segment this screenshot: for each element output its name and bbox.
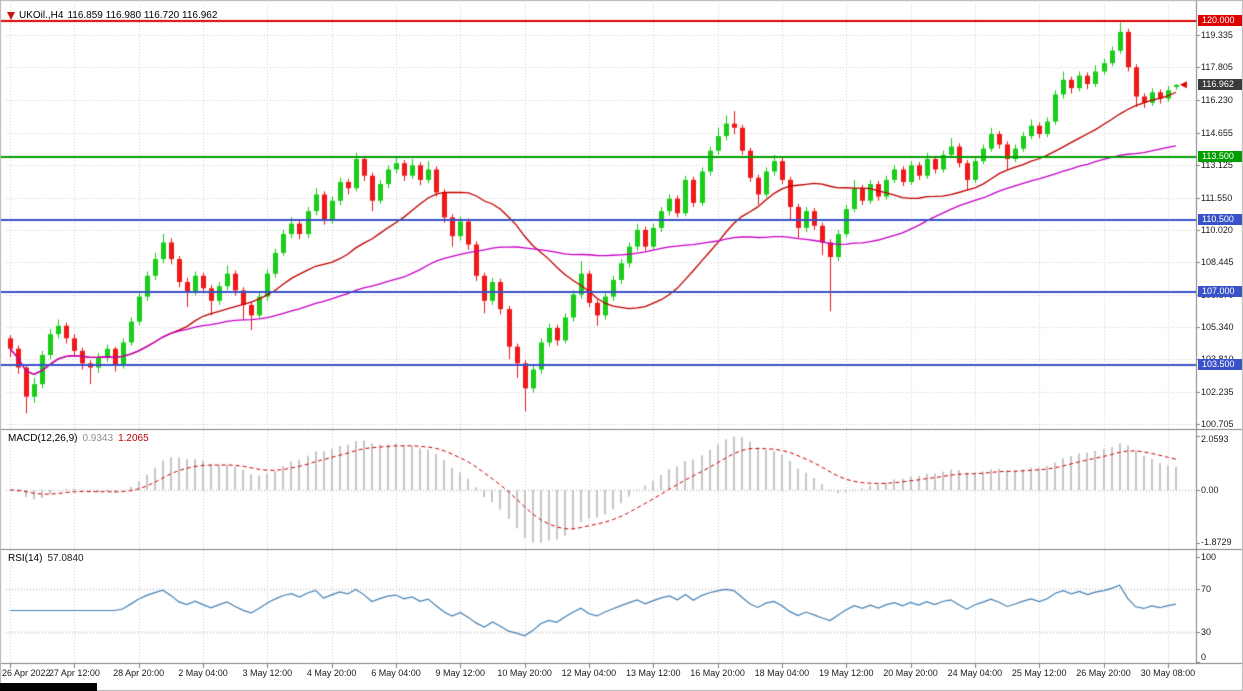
chart-window: UKOil.,H4 116.859 116.980 116.720 116.96… [0, 0, 1243, 691]
chart-canvas[interactable] [0, 0, 1243, 691]
